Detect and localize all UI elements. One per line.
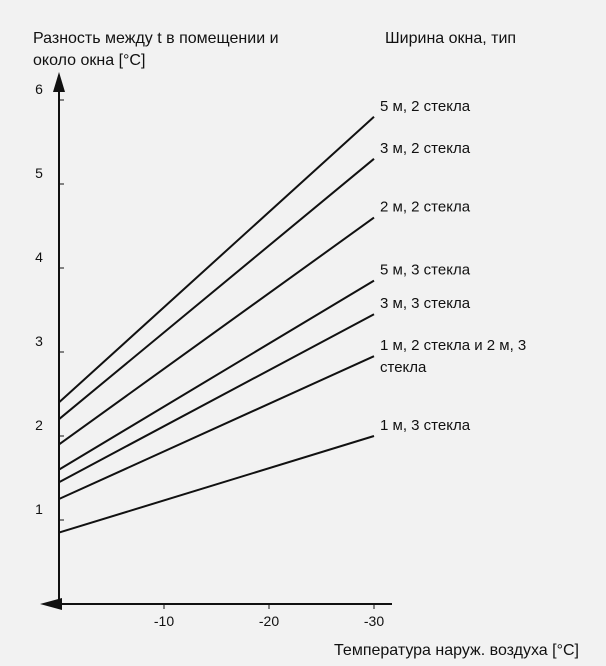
legend-title: Ширина окна, тип <box>385 30 516 47</box>
y-tick-label: 1 <box>35 501 43 517</box>
x-axis-title: Температура наруж. воздуха [°C] <box>334 642 579 659</box>
y-axis-arrow <box>53 72 65 92</box>
series-line <box>58 158 375 420</box>
series-label: 5 м, 2 стекла <box>380 98 471 115</box>
x-tick-label: -10 <box>154 613 174 629</box>
series-line <box>58 279 375 471</box>
series-label: 5 м, 3 стекла <box>380 262 471 279</box>
y-tick-label: 3 <box>35 333 43 349</box>
series-label: 3 м, 2 стекла <box>380 140 471 157</box>
series-label: 3 м, 3 стекла <box>380 295 471 312</box>
x-tick-label: -30 <box>364 613 384 629</box>
x-tick-label: -20 <box>259 613 279 629</box>
y-axis-title-line-1: Разность между t в помещении и <box>33 30 279 47</box>
series-label: 1 м, 3 стекла <box>380 417 471 434</box>
series-line <box>58 435 375 534</box>
series-line <box>58 313 375 484</box>
series-label: 2 м, 2 стекла <box>380 199 471 216</box>
series-line <box>58 355 375 500</box>
y-tick-label: 4 <box>35 249 43 265</box>
series-line <box>58 216 375 446</box>
y-tick-label: 2 <box>35 417 43 433</box>
x-axis-arrow <box>40 598 62 610</box>
y-axis-title-line-2: около окна [°C] <box>33 52 145 69</box>
series-label: 1 м, 2 стекла и 2 м, 3 <box>380 337 526 354</box>
y-tick-label: 5 <box>35 165 43 181</box>
series-line <box>58 116 375 404</box>
y-tick-label: 6 <box>35 81 43 97</box>
series-label: стекла <box>380 359 427 376</box>
